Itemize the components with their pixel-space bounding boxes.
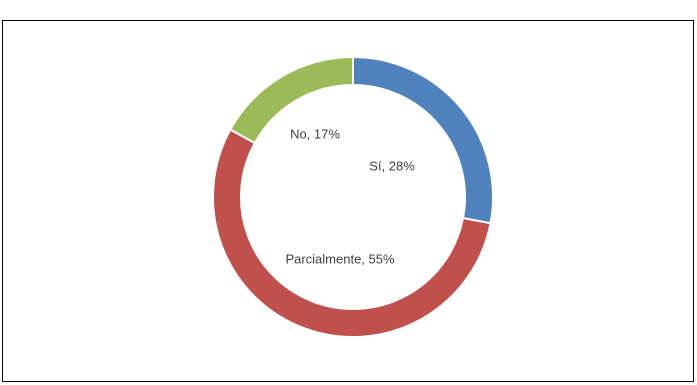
data-label-s-: Sí, 28% — [369, 158, 415, 173]
slice-s- — [352, 55, 494, 225]
data-label-parcialmente: Parcialmente, 55% — [285, 251, 395, 266]
slice-no — [228, 55, 354, 145]
labels-group: Sí, 28% Parcialmente, 55% No, 17% — [285, 126, 415, 266]
data-label-no: No, 17% — [290, 126, 340, 141]
slices-group — [212, 55, 494, 338]
slice-parcialmente — [212, 128, 492, 338]
